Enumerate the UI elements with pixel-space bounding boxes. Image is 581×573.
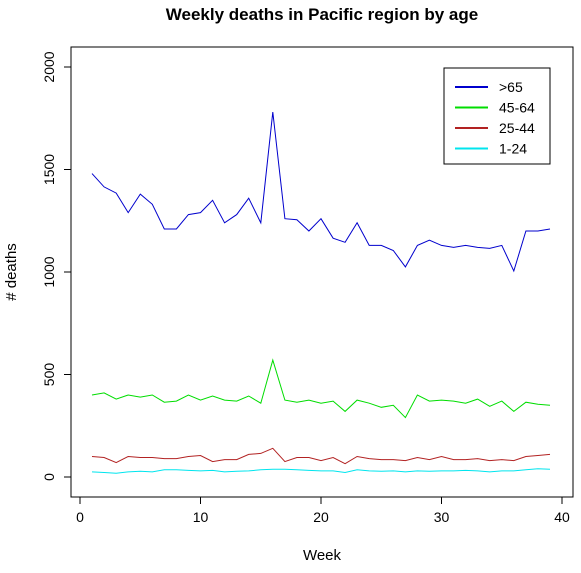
series-line-1 [91, 358, 551, 419]
series-layer [91, 112, 551, 474]
series-line-2 [91, 447, 551, 465]
series-line-3 [91, 468, 551, 474]
series-line-0 [91, 112, 551, 273]
x-tick-label-30: 30 [434, 509, 450, 525]
x-tick-label-10: 10 [193, 509, 209, 525]
x-tick-label-20: 20 [313, 509, 329, 525]
y-tick-label-1000: 1000 [41, 256, 57, 287]
x-tick-label-40: 40 [554, 509, 570, 525]
y-tick-label-1500: 1500 [41, 154, 57, 185]
legend-label-0: >65 [499, 79, 523, 95]
legend: >65 45-64 25-44 1-24 [443, 67, 551, 165]
x-tick-label-0: 0 [76, 509, 84, 525]
chart-title: Weekly deaths in Pacific region by age [166, 5, 478, 24]
x-axis: 0 10 20 30 40 [76, 497, 570, 525]
y-axis-label: # deaths [3, 243, 20, 301]
legend-label-2: 25-44 [499, 120, 535, 136]
legend-label-3: 1-24 [499, 141, 527, 157]
y-axis: 0 500 1000 1500 2000 [41, 51, 71, 481]
legend-label-1: 45-64 [499, 100, 535, 116]
x-axis-label: Week [303, 547, 342, 564]
y-tick-label-0: 0 [41, 473, 57, 481]
y-tick-label-500: 500 [41, 363, 57, 387]
y-tick-label-2000: 2000 [41, 51, 57, 82]
legend-box [443, 67, 551, 165]
